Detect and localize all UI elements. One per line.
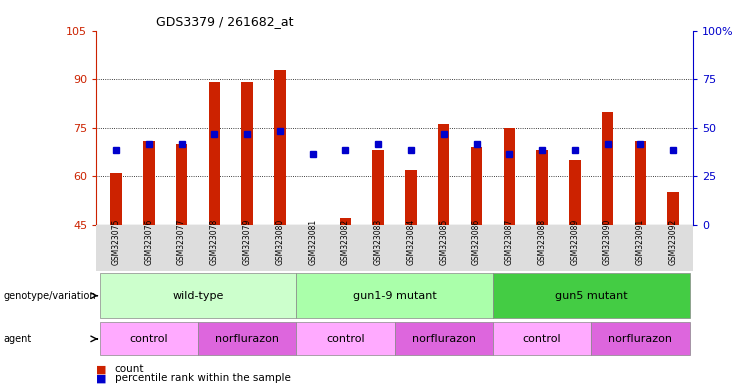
Text: wild-type: wild-type (172, 291, 224, 301)
Text: control: control (522, 334, 562, 344)
Bar (296, 273, 493, 318)
Bar (339, 218, 351, 225)
Bar (504, 127, 515, 225)
Bar (493, 323, 591, 355)
Bar (208, 83, 220, 225)
Text: norflurazon: norflurazon (412, 334, 476, 344)
Bar (634, 141, 646, 225)
Bar (143, 141, 155, 225)
Text: percentile rank within the sample: percentile rank within the sample (115, 373, 290, 383)
Bar (668, 192, 679, 225)
Bar (569, 160, 581, 225)
Bar (99, 323, 198, 355)
Bar (296, 323, 394, 355)
Text: genotype/variation: genotype/variation (4, 291, 96, 301)
Text: gun5 mutant: gun5 mutant (555, 291, 628, 301)
Bar (438, 124, 450, 225)
Bar (176, 144, 187, 225)
Bar (394, 323, 493, 355)
Bar (471, 147, 482, 225)
Bar (198, 323, 296, 355)
Text: count: count (115, 364, 144, 374)
Text: norflurazon: norflurazon (215, 334, 279, 344)
Bar (405, 170, 416, 225)
Bar (493, 273, 690, 318)
Bar (110, 173, 122, 225)
Bar (99, 273, 296, 318)
Bar (536, 150, 548, 225)
Text: GDS3379 / 261682_at: GDS3379 / 261682_at (156, 15, 293, 28)
Bar (373, 150, 384, 225)
Text: agent: agent (4, 334, 32, 344)
Text: control: control (326, 334, 365, 344)
Text: ■: ■ (96, 373, 110, 383)
Bar (602, 111, 614, 225)
Text: gun1-9 mutant: gun1-9 mutant (353, 291, 436, 301)
Text: control: control (130, 334, 168, 344)
Text: norflurazon: norflurazon (608, 334, 672, 344)
Text: ■: ■ (96, 364, 110, 374)
Bar (242, 83, 253, 225)
Bar (591, 323, 690, 355)
Bar (274, 70, 285, 225)
